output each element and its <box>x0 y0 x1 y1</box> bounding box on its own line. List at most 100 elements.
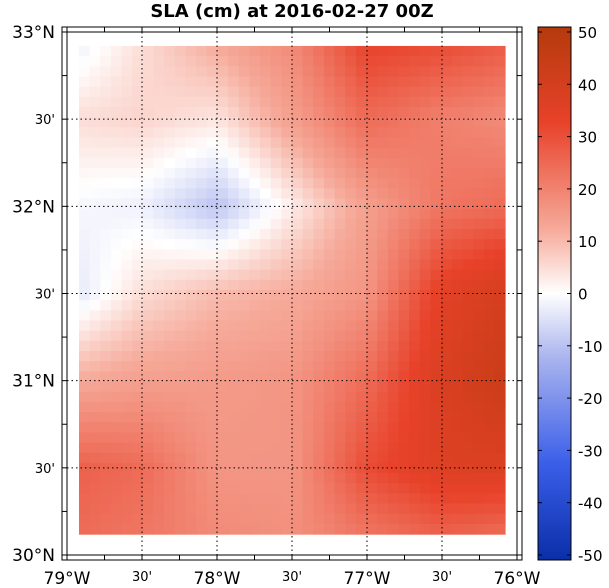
sla-cell <box>462 45 474 57</box>
sla-cell <box>100 330 112 342</box>
sla-cell <box>79 330 91 342</box>
sla-cell <box>323 330 336 342</box>
latitude-label: 33°N <box>12 23 55 43</box>
sla-cell <box>185 452 197 464</box>
sla-cell <box>185 137 197 149</box>
sla-cell <box>110 523 123 535</box>
sla-cell <box>238 106 250 118</box>
sla-cell <box>110 259 123 271</box>
sla-cell <box>228 96 240 108</box>
sla-cell <box>79 127 91 139</box>
sla-cell <box>281 188 293 200</box>
sla-cell <box>121 218 133 230</box>
sla-cell <box>494 452 506 464</box>
sla-cell <box>323 279 336 291</box>
sla-cell <box>79 523 91 535</box>
sla-cell <box>217 483 229 494</box>
sla-cell <box>387 300 400 311</box>
sla-cell <box>398 279 410 291</box>
sla-cell <box>153 106 165 118</box>
sla-cell <box>302 86 314 98</box>
sla-cell <box>387 330 400 342</box>
sla-cell <box>100 361 112 372</box>
sla-cell <box>355 401 368 413</box>
sla-cell <box>153 523 165 535</box>
sla-cell <box>217 391 229 403</box>
sla-cell <box>345 473 357 484</box>
sla-cell <box>206 147 219 159</box>
sla-cell <box>196 442 208 454</box>
sla-cell <box>398 351 410 362</box>
sla-cell <box>377 76 389 88</box>
sla-cell <box>377 473 389 484</box>
sla-cell <box>260 412 272 423</box>
sla-cell <box>387 66 400 78</box>
sla-cell <box>366 167 378 179</box>
sla-cell <box>292 86 304 98</box>
sla-cell <box>89 178 101 189</box>
sla-cell <box>494 340 506 352</box>
sla-cell <box>110 412 123 423</box>
sla-cell <box>270 167 282 179</box>
sla-cell <box>323 117 336 128</box>
sla-cell <box>142 412 155 423</box>
sla-cell <box>100 340 112 352</box>
sla-cell <box>281 473 293 484</box>
sla-cell <box>409 208 421 220</box>
sla-cell <box>313 45 325 57</box>
sla-cell <box>292 106 304 118</box>
sla-cell <box>238 178 250 189</box>
sla-cell <box>217 96 229 108</box>
sla-cell <box>110 66 123 78</box>
sla-cell <box>185 442 197 454</box>
sla-cell <box>451 96 463 108</box>
sla-cell <box>270 422 282 433</box>
sla-cell <box>249 188 261 200</box>
sla-cell <box>345 45 357 57</box>
sla-cell <box>387 412 400 423</box>
sla-cell <box>89 45 101 57</box>
sla-cell <box>451 178 463 189</box>
sla-cell <box>323 432 336 444</box>
sla-cell <box>334 188 346 200</box>
sla-cell <box>89 310 101 322</box>
sla-cell <box>281 300 293 311</box>
sla-cell <box>473 127 485 139</box>
sla-cell <box>462 208 474 220</box>
sla-cell <box>345 483 357 494</box>
sla-cell <box>345 493 357 505</box>
sla-cell <box>228 127 240 139</box>
sla-cell <box>185 208 197 220</box>
sla-cell <box>494 127 506 139</box>
sla-cell <box>494 259 506 271</box>
sla-cell <box>409 351 421 362</box>
sla-cell <box>302 147 314 159</box>
sla-cell <box>174 147 187 159</box>
sla-cell <box>121 45 133 57</box>
sla-cell <box>483 208 495 220</box>
sla-cell <box>355 300 368 311</box>
sla-cell <box>345 391 357 403</box>
sla-cell <box>121 483 133 494</box>
sla-cell <box>302 56 314 67</box>
sla-cell <box>409 117 421 128</box>
sla-cell <box>185 462 197 474</box>
sla-cell <box>238 412 250 423</box>
sla-cell <box>430 503 442 515</box>
sla-cell <box>79 198 91 210</box>
sla-cell <box>451 320 463 332</box>
sla-cell <box>441 432 453 444</box>
sla-cell <box>345 351 357 362</box>
sla-cell <box>355 218 368 230</box>
sla-cell <box>313 157 325 169</box>
sla-cell <box>323 401 336 413</box>
sla-cell <box>89 127 101 139</box>
sla-cell <box>132 361 144 372</box>
sla-cell <box>153 412 165 423</box>
sla-cell <box>153 167 165 179</box>
sla-cell <box>473 351 485 362</box>
sla-cell <box>164 452 176 464</box>
sla-cell <box>132 513 144 525</box>
sla-cell <box>260 442 272 454</box>
sla-cell <box>217 401 229 413</box>
